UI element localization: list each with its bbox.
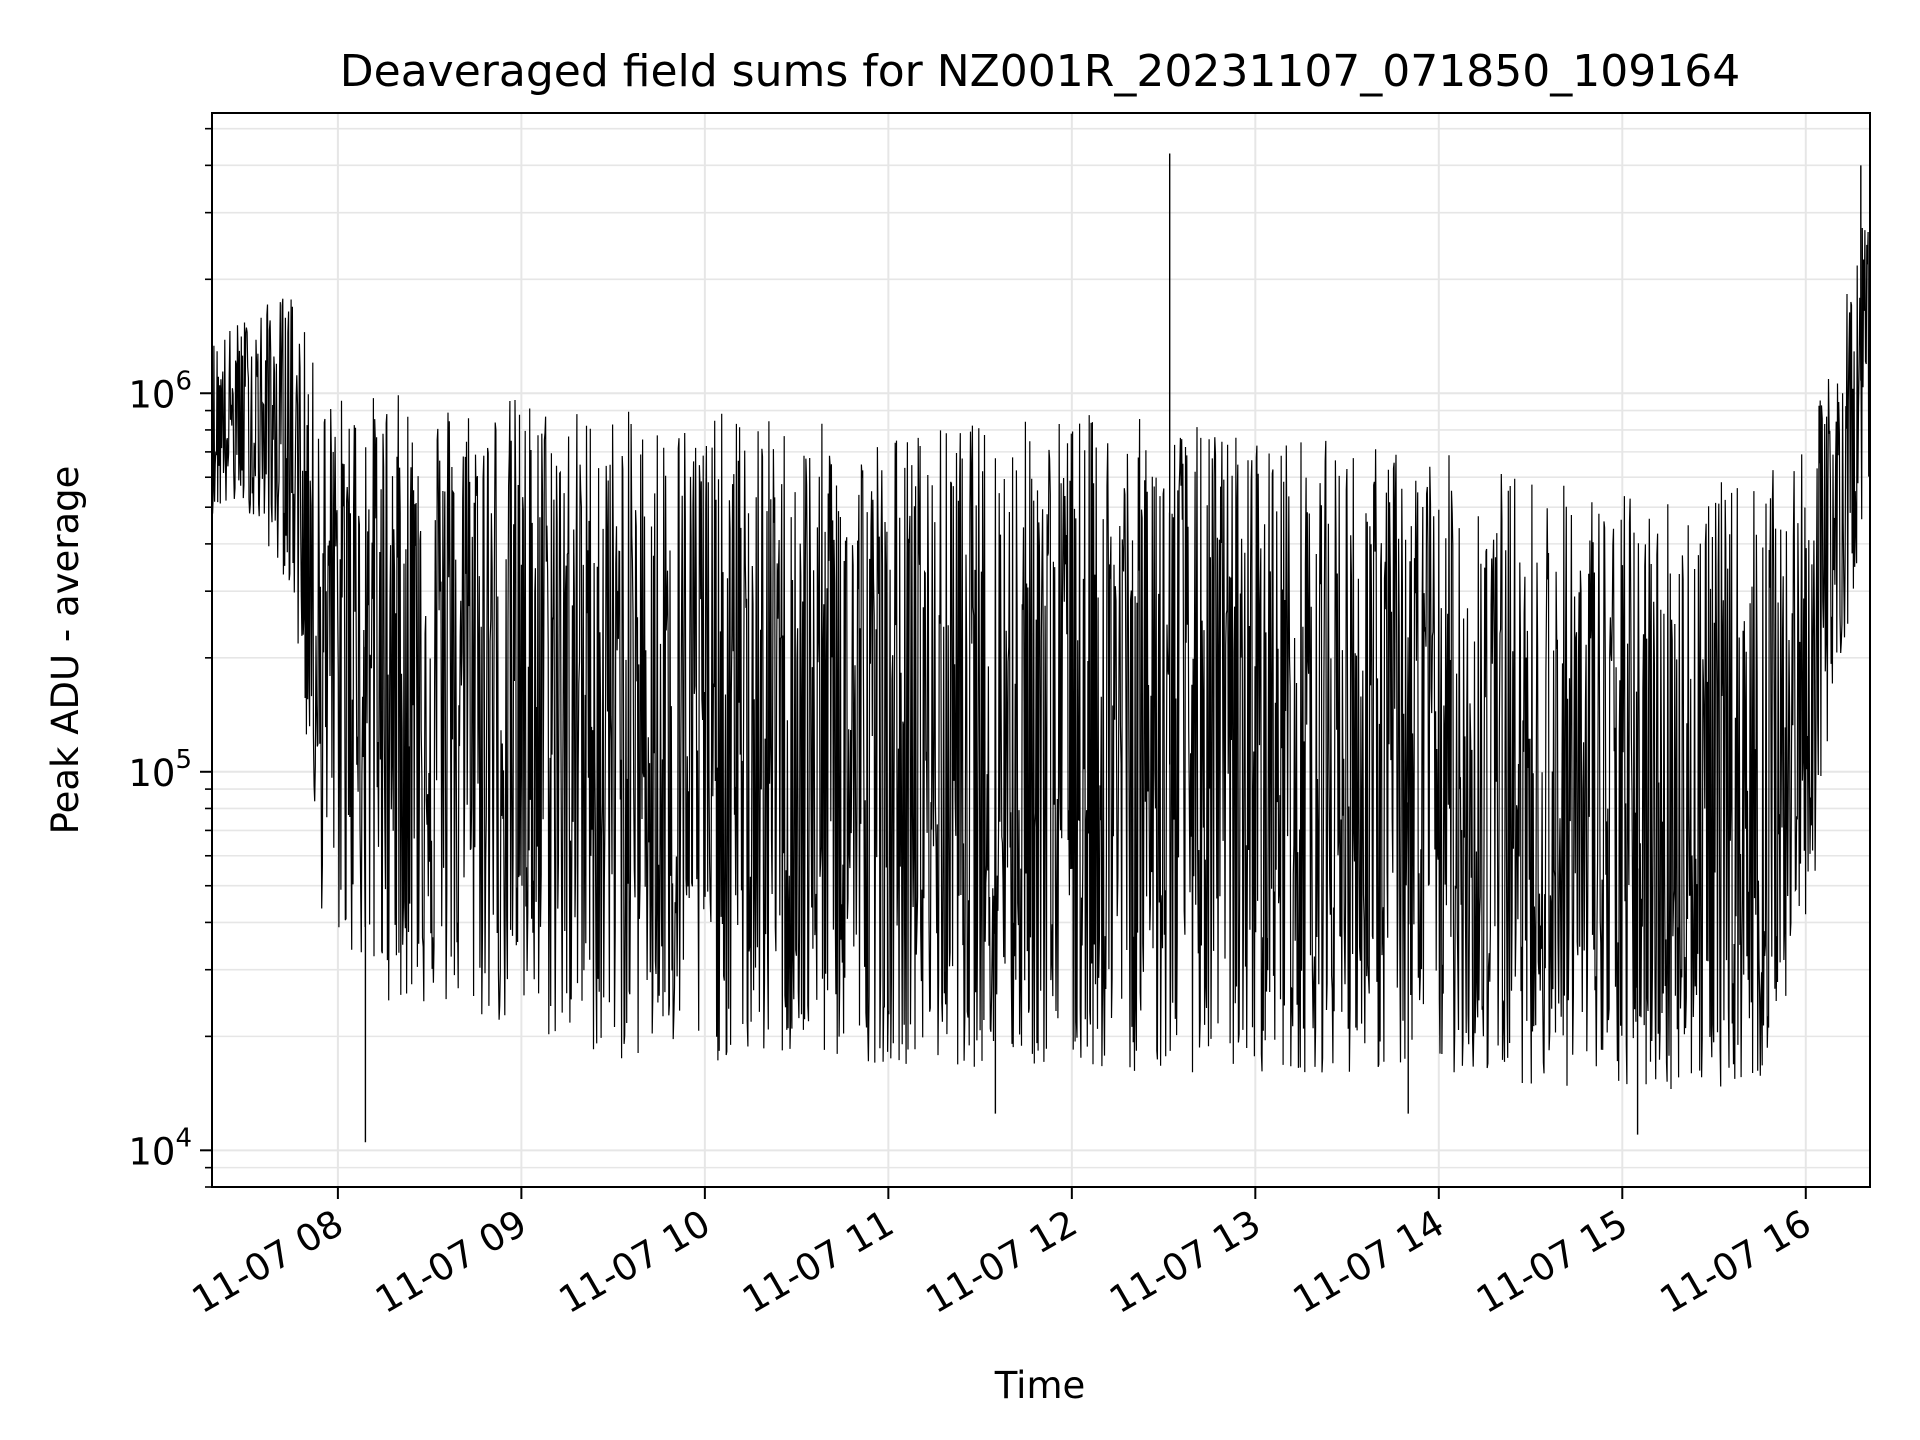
y-tick-label: 105 [128,745,192,795]
plot-frame [211,112,1871,1188]
y-axis-label: Peak ADU - average [44,466,87,835]
y-tick-label: 104 [128,1123,192,1173]
series-path [211,227,1871,1090]
chart-title: Deaveraged field sums for NZ001R_2023110… [340,46,1740,97]
y-tick-label: 106 [128,366,192,416]
series-line [211,153,1871,1143]
x-axis-label: Time [994,1364,1086,1407]
